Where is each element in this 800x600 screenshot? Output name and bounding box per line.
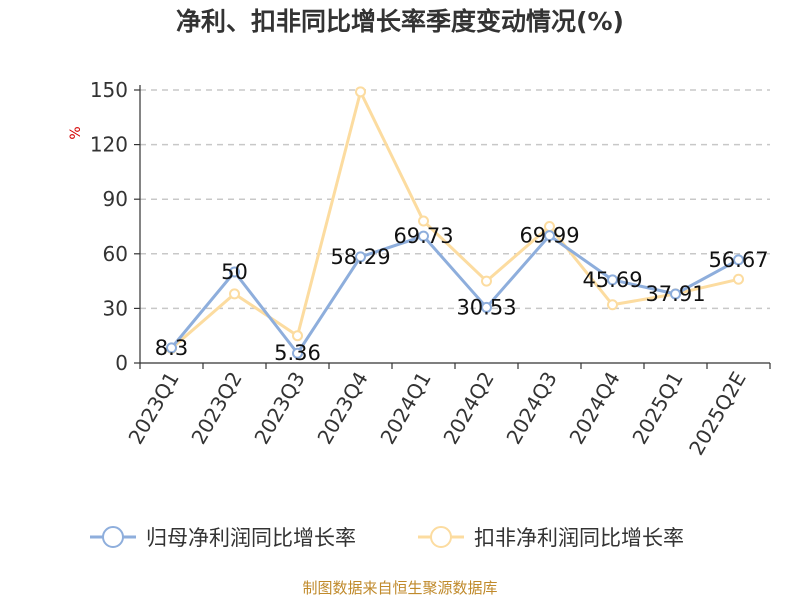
y-tick-label: 0 [115,351,128,375]
data-label: 30.53 [456,295,516,319]
data-label: 37.91 [645,282,705,306]
data-point [355,251,366,263]
data-point [292,330,303,342]
data-label: 5.36 [274,341,321,365]
legend-item-1: 归母净利润同比增长率 [90,526,356,550]
grid [140,89,770,310]
series-line [170,90,739,350]
series-layer [166,86,744,359]
data-point [292,347,303,359]
legend-label: 归母净利润同比增长率 [146,526,356,550]
data-point [481,275,492,287]
legend-marker [102,526,124,548]
data-label: 56.67 [708,248,768,272]
y-tick-label: 120 [90,133,128,157]
data-point [670,288,681,300]
data-point [481,301,492,313]
chart-title: 净利、扣非同比增长率季度变动情况(%) [176,7,624,36]
x-tick-label: 2023Q3 [249,368,309,449]
data-point [166,342,177,354]
data-label: 45.69 [582,268,642,292]
data-point [355,86,366,98]
series-1 [166,230,744,359]
x-tick-label: 2024Q2 [438,368,498,449]
data-label: 58.29 [330,245,390,269]
x-tick-label: 2025Q1 [627,368,687,449]
source-note: 制图数据来自恒生聚源数据库 [302,579,497,597]
data-point [418,230,429,242]
x-tick-label: 2024Q4 [564,368,624,449]
data-point [229,288,240,300]
data-label: 50 [221,260,248,284]
data-point [733,254,744,266]
y-tick-label: 150 [90,78,128,102]
y-tick-label: 60 [103,242,128,266]
data-label: 69.73 [393,224,453,248]
y-axis-unit: % [68,126,84,139]
data-point [607,299,618,311]
data-label: 69.99 [519,224,579,248]
data-point [607,274,618,286]
y-tick-label: 90 [103,187,128,211]
legend-marker [430,526,452,548]
legend-item-2: 扣非净利润同比增长率 [418,526,684,550]
data-label: 8.3 [155,336,188,360]
legend: 归母净利润同比增长率 扣非净利润同比增长率 [90,526,684,550]
x-tick-label: 2024Q3 [501,368,561,449]
series-2 [166,86,744,354]
data-point [733,273,744,285]
data-point [544,230,555,242]
x-tick-label: 2024Q1 [375,368,435,449]
data-point [229,266,240,278]
data-point [418,215,429,227]
x-tick-label: 2025Q2E [684,368,751,460]
x-tick-label: 2023Q4 [312,368,372,449]
y-tick-label: 30 [103,296,128,320]
x-tick-label: 2023Q2 [186,368,246,449]
legend-label: 扣非净利润同比增长率 [474,526,684,550]
x-tick-label: 2023Q1 [123,368,183,449]
series-line [170,234,740,355]
